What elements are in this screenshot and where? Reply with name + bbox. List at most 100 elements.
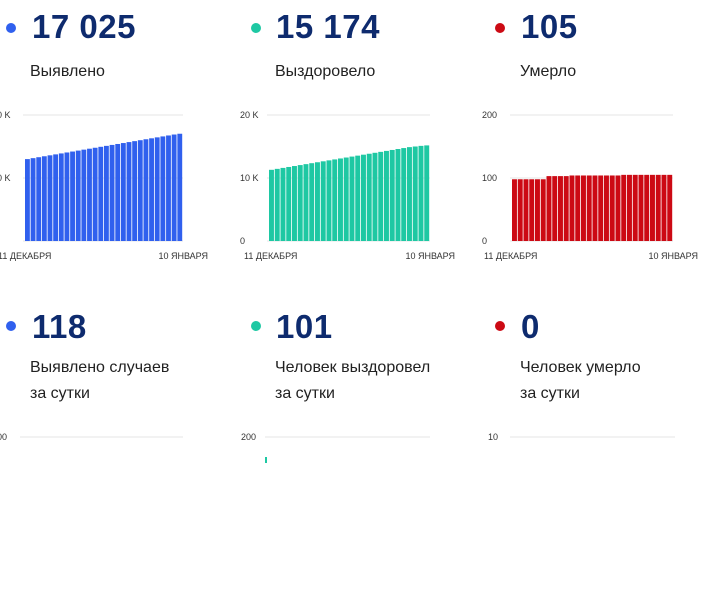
detected-bar <box>120 143 126 241</box>
detected-ytick-label: 20 K <box>0 110 11 120</box>
recovered-bar <box>297 165 303 241</box>
daily-recovered-label-line2: за сутки <box>275 385 335 402</box>
detected-bar <box>115 143 121 241</box>
detected-bar <box>64 152 70 241</box>
recovered-bar <box>303 164 309 241</box>
deaths-bar-chart: 0 100 200 11 ДЕКАБРЯ 10 ЯНВАРЯ <box>482 110 698 261</box>
deaths-bar <box>644 174 650 241</box>
detected-bar <box>137 140 143 241</box>
recovered-bar <box>355 155 361 241</box>
daily-deaths-chart-top: 10 <box>488 432 675 442</box>
stat-panel-recovered: 15 174 Выздоровело <box>245 0 485 300</box>
deaths-ytick-label: 100 <box>482 173 497 183</box>
recovered-bar <box>292 166 297 241</box>
recovered-bar <box>332 159 338 241</box>
recovered-bar <box>395 149 401 241</box>
stat-panel-detected: 17 025 Выявлено <box>0 0 240 300</box>
detected-bar <box>25 159 30 241</box>
deaths-bar <box>661 174 667 241</box>
stat-panel-deaths: 105 Умерло <box>490 0 717 300</box>
deaths-bar <box>569 175 575 241</box>
deaths-bar <box>655 174 661 241</box>
detected-bar <box>143 139 149 241</box>
deaths-bar <box>638 174 644 241</box>
recovered-bar <box>343 157 349 241</box>
deaths-bar <box>581 175 586 241</box>
detected-xtick-start: 11 ДЕКАБРЯ <box>0 251 51 261</box>
recovered-ytick-label: 20 K <box>240 110 259 120</box>
recovered-xtick-start: 11 ДЕКАБРЯ <box>244 251 297 261</box>
recovered-bar <box>326 160 332 241</box>
detected-bar <box>53 154 59 242</box>
deaths-bar <box>523 179 529 241</box>
daily-deaths-label-line2: за сутки <box>520 385 580 402</box>
recovered-bar <box>274 168 280 241</box>
recovered-bar <box>412 146 418 241</box>
detected-bar <box>81 149 87 241</box>
detected-bar <box>30 158 36 241</box>
recovered-bar <box>309 163 315 241</box>
detected-bar <box>126 142 132 241</box>
recovered-ytick-label: 0 <box>240 236 245 246</box>
daily-deaths-dot-icon <box>495 321 505 331</box>
deaths-dot-icon <box>495 23 505 33</box>
deaths-bar <box>621 174 627 241</box>
detected-bar <box>177 133 183 241</box>
detected-bar <box>92 147 98 241</box>
stat-panel-daily-detected: 118 Выявлено случаев за сутки <box>0 300 240 600</box>
detected-bar <box>166 135 171 241</box>
daily-recovered-chart-top: 200 <box>241 432 430 463</box>
detected-total: 17 025 <box>32 8 136 45</box>
deaths-bar <box>632 174 638 241</box>
detected-bar <box>47 155 53 241</box>
deaths-xtick-end: 10 ЯНВАРЯ <box>648 251 698 261</box>
deaths-xtick-start: 11 ДЕКАБРЯ <box>484 251 537 261</box>
daily-detected-label-line2: за сутки <box>30 385 90 402</box>
recovered-bar <box>384 150 389 241</box>
recovered-xtick-end: 10 ЯНВАРЯ <box>405 251 455 261</box>
deaths-bar <box>609 175 615 241</box>
recovered-bar <box>286 166 292 241</box>
daily-deaths-ytick-top: 10 <box>488 432 498 442</box>
deaths-bar <box>627 174 632 241</box>
recovered-bar <box>407 147 412 241</box>
deaths-bar <box>592 175 598 241</box>
daily-detected-label-line1: Выявлено случаев <box>30 359 170 376</box>
detected-bar <box>87 148 92 241</box>
recovered-ytick-label: 10 K <box>240 173 259 183</box>
daily-detected-ytick-top: 200 <box>0 432 7 442</box>
deaths-bar <box>563 176 569 241</box>
detected-bar <box>58 153 64 241</box>
daily-detected-value: 118 <box>32 308 87 345</box>
deaths-label: Умерло <box>520 63 577 80</box>
detected-bar <box>149 138 154 241</box>
detected-bar <box>75 150 81 241</box>
deaths-bar <box>529 179 535 241</box>
detected-bar <box>109 144 115 241</box>
detected-bar <box>132 141 138 241</box>
deaths-bar <box>517 179 523 241</box>
deaths-bar <box>558 176 563 241</box>
detected-bar <box>70 151 75 241</box>
detected-xtick-end: 10 ЯНВАРЯ <box>158 251 208 261</box>
recovered-bar <box>378 151 384 241</box>
recovered-bar <box>320 161 326 241</box>
deaths-bar <box>552 176 558 241</box>
recovered-bar <box>338 158 343 241</box>
detected-bar <box>36 157 42 241</box>
recovered-bar <box>389 149 395 241</box>
recovered-bar-chart: 0 10 K 20 K 11 ДЕКАБРЯ 10 ЯНВАРЯ <box>240 110 455 261</box>
daily-detected-chart-top: 200 <box>0 432 183 442</box>
daily-recovered-ytick-top: 200 <box>241 432 256 442</box>
deaths-bar <box>575 175 581 241</box>
recovered-bar <box>424 145 430 241</box>
daily-recovered-bar <box>265 457 267 463</box>
daily-recovered-value: 101 <box>276 308 333 345</box>
detected-dot-icon <box>6 23 16 33</box>
recovered-bar <box>269 169 274 241</box>
deaths-bar <box>535 179 540 241</box>
detected-bar <box>41 156 47 241</box>
daily-detected-dot-icon <box>6 321 16 331</box>
recovered-bar <box>349 156 355 241</box>
